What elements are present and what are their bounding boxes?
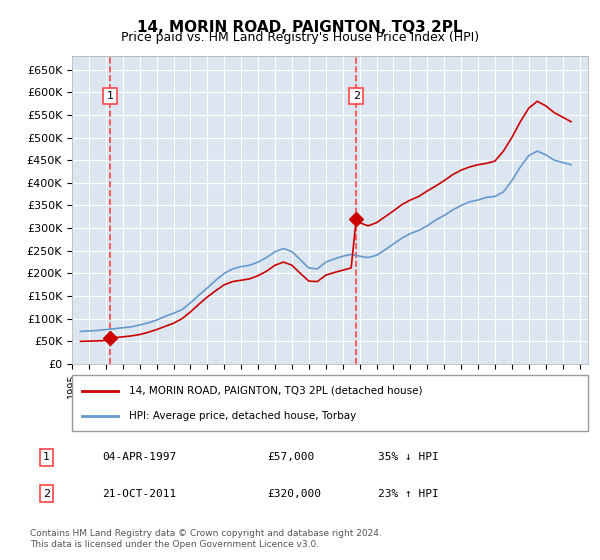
FancyBboxPatch shape [72,375,588,431]
Text: 2: 2 [353,91,360,101]
Text: 2: 2 [43,488,50,498]
Text: 21-OCT-2011: 21-OCT-2011 [102,488,176,498]
Text: £57,000: £57,000 [268,452,314,462]
Text: 23% ↑ HPI: 23% ↑ HPI [378,488,439,498]
Text: 04-APR-1997: 04-APR-1997 [102,452,176,462]
Text: Contains HM Land Registry data © Crown copyright and database right 2024.
This d: Contains HM Land Registry data © Crown c… [30,529,382,549]
Text: 1: 1 [43,452,50,462]
Text: 14, MORIN ROAD, PAIGNTON, TQ3 2PL (detached house): 14, MORIN ROAD, PAIGNTON, TQ3 2PL (detac… [129,386,422,396]
Text: 14, MORIN ROAD, PAIGNTON, TQ3 2PL: 14, MORIN ROAD, PAIGNTON, TQ3 2PL [137,20,463,35]
Text: 1: 1 [107,91,113,101]
Text: Price paid vs. HM Land Registry's House Price Index (HPI): Price paid vs. HM Land Registry's House … [121,31,479,44]
Text: £320,000: £320,000 [268,488,322,498]
Text: HPI: Average price, detached house, Torbay: HPI: Average price, detached house, Torb… [129,410,356,421]
Text: 35% ↓ HPI: 35% ↓ HPI [378,452,439,462]
